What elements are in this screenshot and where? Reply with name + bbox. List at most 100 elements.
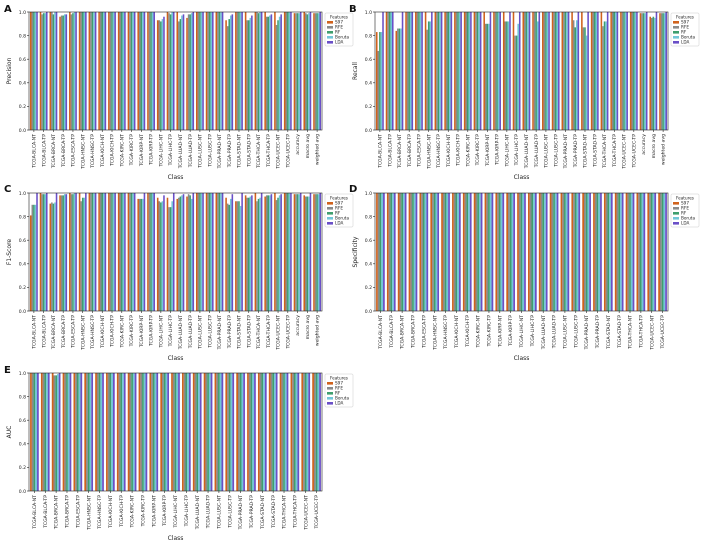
bar-s97: [225, 373, 228, 491]
bar-boruta: [259, 197, 261, 311]
x-tick-label: TCGA-LUSC-NT: [544, 134, 550, 169]
y-tick-label: 0.8: [19, 33, 26, 39]
bar-rf: [87, 373, 90, 491]
legend-title: Features: [330, 196, 348, 201]
bar-lda: [578, 193, 581, 311]
bar-rf: [433, 193, 436, 311]
bar-lda: [665, 193, 667, 311]
bar-s97: [235, 12, 237, 130]
bar-boruta: [239, 205, 242, 311]
x-tick-label: TCGA-STAD-TP: [246, 134, 252, 168]
bar-boruta: [111, 373, 113, 491]
bar-rfe: [90, 12, 92, 130]
legend-swatch-rfe: [673, 207, 679, 210]
y-axis-label: Specificity: [352, 236, 359, 267]
bar-rf: [650, 193, 653, 311]
bar-lda: [133, 12, 136, 130]
bar-lda: [143, 193, 146, 311]
bar-lda: [632, 193, 635, 311]
bar-boruta: [93, 12, 95, 130]
bar-boruta: [161, 19, 164, 130]
bar-s97: [303, 12, 305, 130]
x-tick-label: TCGA-UCEC-TP: [285, 134, 291, 169]
bar-boruta: [390, 12, 392, 130]
bar-lda: [391, 12, 394, 130]
panel-b: B 0.0 0.2 0.4 0.6 0.8 1.0 Recall TCGA-BLCA-NT TCG…: [349, 4, 700, 181]
bar-boruta: [122, 373, 124, 491]
bar-s97: [303, 195, 305, 311]
bar-lda: [212, 193, 214, 311]
x-tick-label: TCGA-PRAD-NT: [238, 495, 244, 531]
bar-rf: [422, 193, 425, 311]
bar-s97: [590, 12, 593, 130]
legend-swatch-lda: [327, 222, 333, 225]
bar-lda: [513, 193, 515, 311]
legend-swatch-rfe: [327, 207, 333, 210]
x-axis-label: Class: [514, 355, 530, 362]
x-tick-label: TCGA-KICH-NT: [100, 134, 106, 168]
bar-rf: [633, 12, 635, 130]
x-tick-label: TCGA-LUAD-NT: [178, 315, 184, 350]
bar-rfe: [275, 200, 278, 311]
bar-rf: [101, 12, 104, 130]
bar-lda: [431, 12, 433, 130]
bar-rf: [509, 193, 512, 311]
legend-label-lda: LDA: [335, 401, 343, 406]
bar-s97: [424, 12, 427, 130]
bar-rf: [629, 193, 631, 311]
bar-rf: [42, 13, 45, 130]
bar-lda: [55, 193, 58, 311]
bar-rfe: [226, 26, 229, 130]
bar-rf: [189, 195, 191, 311]
legend-swatch-rf: [327, 392, 333, 395]
bar-rf: [52, 203, 55, 311]
bar-rfe: [31, 12, 34, 130]
bar-s97: [268, 373, 271, 491]
bar-boruta: [161, 201, 164, 311]
bar-rfe: [158, 201, 161, 311]
x-tick-label: TCGA-LUSC-TP: [207, 134, 213, 168]
bar-boruta: [488, 23, 490, 130]
bar-boruta: [44, 13, 46, 130]
bar-boruta: [497, 12, 500, 130]
legend-swatch-rf: [673, 212, 679, 215]
bar-rf: [208, 193, 211, 311]
bar-s97: [196, 193, 198, 311]
bar-s97: [549, 193, 552, 311]
bar-lda: [308, 373, 311, 491]
bar-rf: [652, 16, 655, 130]
bar-rf: [239, 373, 242, 491]
x-tick-label: TCGA-LIHC-NT: [158, 315, 164, 349]
bar-s97: [415, 12, 417, 130]
bar-boruta: [34, 204, 37, 311]
x-tick-label: TCGA-KIRP-TP: [162, 495, 168, 527]
bar-rfe: [41, 14, 43, 130]
bar-rf: [618, 193, 621, 311]
bar-rf: [52, 14, 55, 130]
bar-lda: [241, 12, 243, 130]
bar-s97: [62, 373, 65, 491]
bar-s97: [625, 193, 628, 311]
bar-rf: [238, 12, 240, 130]
y-axis-label: F1-Score: [6, 239, 13, 266]
bar-boruta: [46, 373, 48, 491]
bar-s97: [29, 215, 32, 311]
bar-boruta: [44, 194, 46, 311]
bar-rf: [131, 373, 133, 491]
x-tick-label: TCGA-KIRC-TP: [129, 315, 135, 348]
legend-swatch-lda: [327, 41, 333, 44]
bar-rf: [238, 201, 240, 311]
bar-rf: [296, 13, 299, 130]
x-tick-label: TCGA-STAD-TP: [617, 315, 623, 349]
bar-rf: [174, 373, 177, 491]
bar-rf: [613, 12, 616, 130]
bar-rf: [496, 12, 498, 130]
bar-s97: [59, 195, 61, 311]
bar-s97: [313, 13, 315, 130]
legend-label-rf: RF: [335, 30, 341, 35]
bar-rfe: [265, 16, 268, 130]
bar-boruta: [546, 12, 549, 130]
bar-lda: [299, 12, 302, 130]
bar-lda: [178, 373, 180, 491]
bar-lda: [489, 12, 492, 130]
